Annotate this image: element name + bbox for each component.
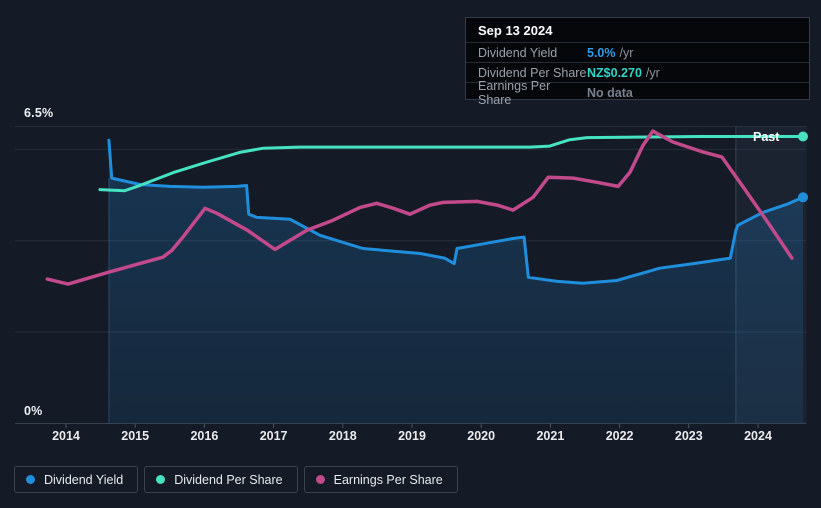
tooltip-date: Sep 13 2024	[478, 23, 553, 38]
x-axis-label-2019: 2019	[398, 429, 426, 443]
dividend-yield-end-dot	[798, 192, 808, 203]
dividend-yield-area-fill	[108, 140, 803, 424]
chart-plot-area[interactable]	[0, 0, 821, 450]
x-axis-label-2022: 2022	[605, 429, 634, 443]
dividend-per-share-dot-icon	[156, 475, 166, 484]
x-axis-label-2020: 2020	[467, 429, 496, 443]
y-axis-min-label: 0%	[24, 404, 43, 418]
x-axis-label-2015: 2015	[121, 429, 150, 443]
legend-label: Earnings Per Share	[333, 472, 443, 487]
tooltip-unit: /yr	[645, 65, 660, 80]
legend-label: Dividend Per Share	[174, 472, 283, 487]
tooltip-row-dividend-yield: Dividend Yield 5.0% /yr	[466, 42, 809, 62]
x-axis-label-2014: 2014	[52, 429, 80, 443]
tooltip-value: No data	[587, 85, 633, 100]
tooltip-unit: /yr	[619, 45, 634, 60]
tooltip-label: Dividend Yield	[478, 45, 558, 60]
dividend-yield-line	[107, 138, 805, 285]
tooltip-label: Dividend Per Share	[478, 65, 587, 80]
past-label: Past	[753, 130, 780, 144]
tooltip-row-earnings-per-share: Earnings Per Share No data	[466, 79, 809, 107]
y-axis-max-label: 6.5%	[24, 106, 54, 120]
x-axis-label-2023: 2023	[674, 429, 703, 443]
chart-legend: Dividend Yield Dividend Per Share Earnin…	[14, 466, 458, 493]
legend-label: Dividend Yield	[44, 472, 124, 487]
chart-tooltip: Sep 13 2024 Dividend Yield 5.0% /yr Divi…	[465, 17, 810, 107]
earnings-per-share-dot-icon	[315, 475, 325, 484]
dividend-per-share-line	[98, 135, 805, 193]
legend-item-dividend-per-share[interactable]: Dividend Per Share	[144, 466, 298, 493]
dividend-yield-dot-icon	[26, 475, 35, 484]
tooltip-label: Earnings Per Share	[478, 78, 551, 107]
x-axis-label-2016: 2016	[190, 429, 219, 443]
x-axis-label-2021: 2021	[536, 429, 565, 443]
dividend-per-share-end-dot	[798, 131, 808, 142]
legend-item-earnings-per-share[interactable]: Earnings Per Share	[303, 466, 458, 493]
x-axis-label-2017: 2017	[259, 429, 288, 443]
tooltip-value: 5.0%	[587, 45, 616, 60]
tooltip-row-dividend-per-share: Dividend Per Share NZ$0.270 /yr	[466, 62, 809, 82]
x-axis-label-2018: 2018	[328, 429, 357, 443]
legend-item-dividend-yield[interactable]: Dividend Yield	[14, 466, 139, 493]
earnings-per-share-line	[45, 129, 794, 286]
x-axis-label-2024: 2024	[744, 429, 772, 443]
tooltip-value: NZ$0.270	[587, 65, 642, 80]
